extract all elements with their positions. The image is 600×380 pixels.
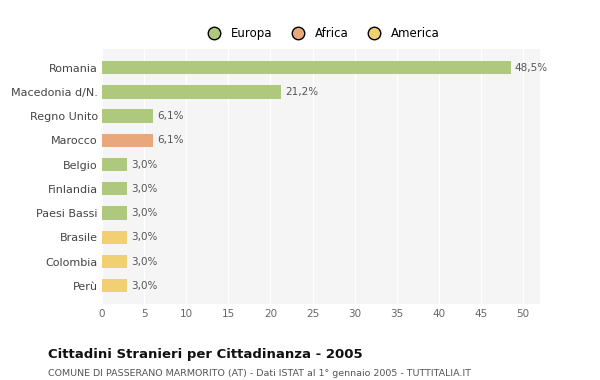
Bar xyxy=(102,279,127,293)
Text: 3,0%: 3,0% xyxy=(131,281,158,291)
Text: 3,0%: 3,0% xyxy=(131,208,158,218)
Bar xyxy=(102,158,127,171)
Text: 21,2%: 21,2% xyxy=(285,87,318,97)
Bar xyxy=(102,182,127,195)
Text: Cittadini Stranieri per Cittadinanza - 2005: Cittadini Stranieri per Cittadinanza - 2… xyxy=(48,348,362,361)
Bar xyxy=(102,206,127,220)
Text: 3,0%: 3,0% xyxy=(131,184,158,194)
Text: COMUNE DI PASSERANO MARMORITO (AT) - Dati ISTAT al 1° gennaio 2005 - TUTTITALIA.: COMUNE DI PASSERANO MARMORITO (AT) - Dat… xyxy=(48,369,471,378)
Text: 6,1%: 6,1% xyxy=(158,135,184,145)
Text: 6,1%: 6,1% xyxy=(158,111,184,121)
Bar xyxy=(102,109,154,123)
Text: 3,0%: 3,0% xyxy=(131,160,158,169)
Bar xyxy=(102,255,127,268)
Legend: Europa, Africa, America: Europa, Africa, America xyxy=(197,22,445,44)
Text: 3,0%: 3,0% xyxy=(131,232,158,242)
Bar xyxy=(102,61,511,74)
Bar xyxy=(102,231,127,244)
Text: 48,5%: 48,5% xyxy=(515,63,548,73)
Bar xyxy=(102,85,281,98)
Bar xyxy=(102,134,154,147)
Text: 3,0%: 3,0% xyxy=(131,256,158,266)
